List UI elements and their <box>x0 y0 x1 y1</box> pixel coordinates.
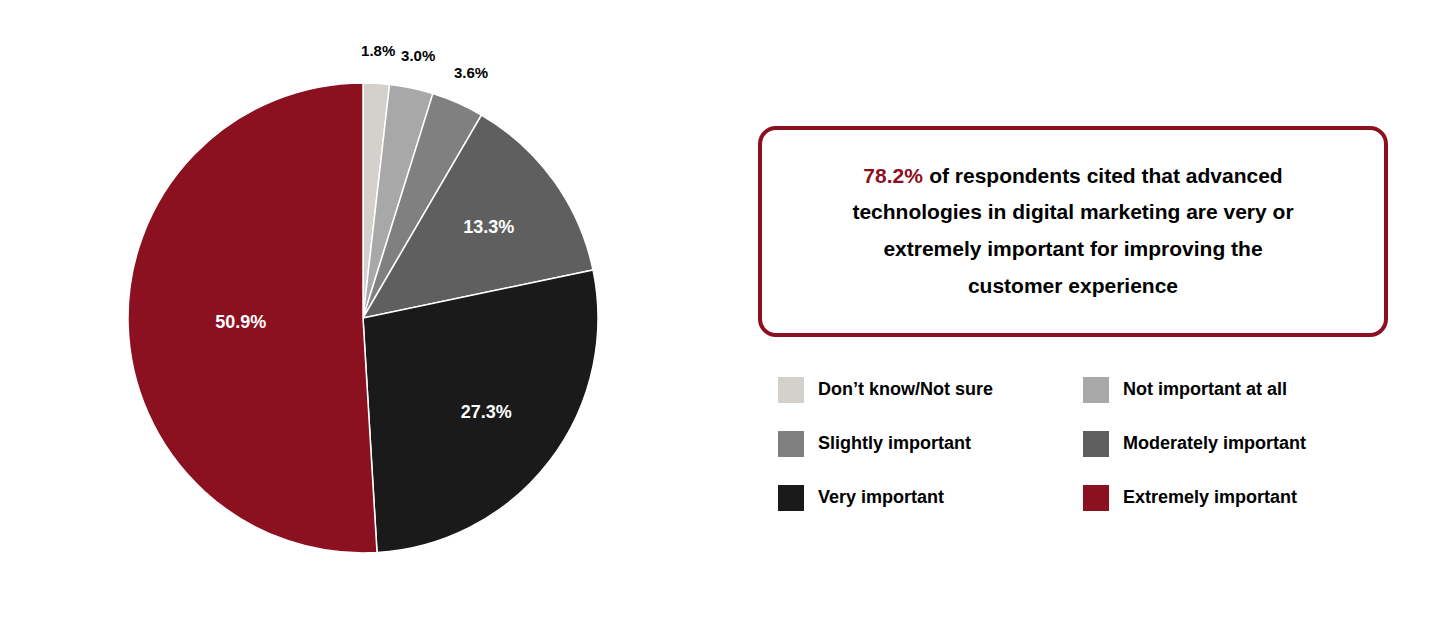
svg-text:13.3%: 13.3% <box>463 217 514 237</box>
html-text:extremely important for improv: extremely important for improving the <box>883 237 1263 260</box>
html-text:Very important: Very important <box>818 487 944 507</box>
svg-text:3.0%: 3.0% <box>401 47 435 64</box>
html-text:Extremely important: Extremely important <box>1123 487 1298 507</box>
html-text:Moderately important: Moderately important <box>1123 433 1306 453</box>
svg-text:27.3%: 27.3% <box>461 402 512 422</box>
svg-text:1.8%: 1.8% <box>361 42 395 59</box>
html-text:customer experience: customer experience <box>967 273 1178 297</box>
html-text:Don’t know/Not sure: Don’t know/Not sure <box>818 379 993 399</box>
html-text:technologies in digital market: technologies in digital marketing are ve… <box>852 200 1294 224</box>
html-text:Not important at all: Not important at all <box>1123 379 1287 399</box>
svg-text:3.6%: 3.6% <box>454 64 488 81</box>
html-text:Slightly important: Slightly important <box>818 433 971 453</box>
html-text:78.2% of respondents cited tha: 78.2% of respondents cited that advanced <box>863 163 1283 187</box>
svg-text:50.9%: 50.9% <box>215 312 266 332</box>
